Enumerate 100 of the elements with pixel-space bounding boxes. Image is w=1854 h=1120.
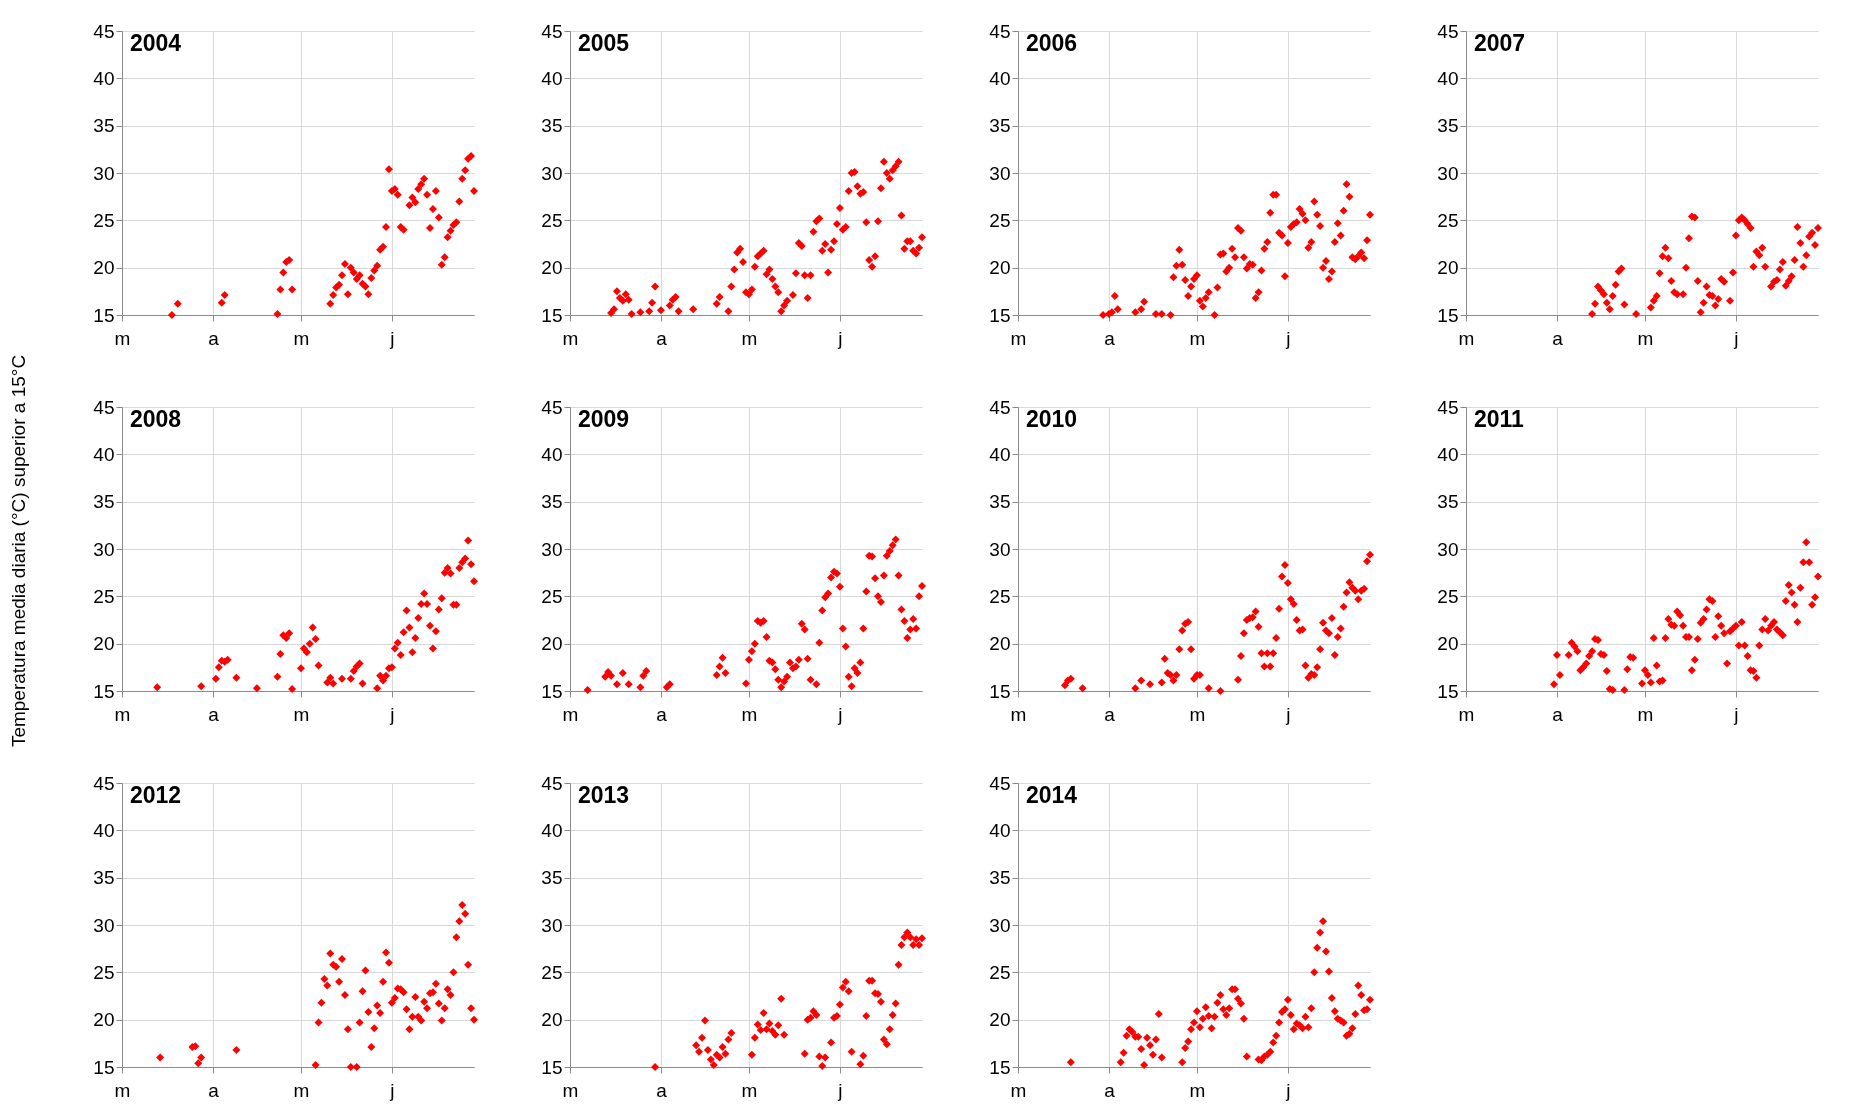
point bbox=[446, 991, 455, 1000]
y-tick-label: 15 bbox=[989, 1056, 1011, 1078]
point bbox=[373, 1001, 382, 1010]
chart-title: 2012 bbox=[130, 782, 182, 808]
x-tick-label: j bbox=[837, 703, 843, 725]
point bbox=[340, 259, 349, 268]
point bbox=[464, 960, 473, 969]
point bbox=[461, 166, 470, 175]
y-tick-label: 30 bbox=[989, 538, 1011, 560]
y-tick-label: 20 bbox=[93, 1009, 115, 1031]
y-tick-label: 35 bbox=[541, 491, 563, 513]
point bbox=[405, 1025, 414, 1034]
y-tick-label: 45 bbox=[93, 20, 115, 42]
y-tick-label: 15 bbox=[541, 1056, 563, 1078]
point bbox=[437, 260, 446, 269]
y-tick-label: 40 bbox=[93, 67, 115, 89]
point bbox=[470, 1015, 478, 1024]
point bbox=[458, 174, 467, 183]
y-tick-label: 25 bbox=[1437, 585, 1459, 607]
x-tick-label: m bbox=[562, 1079, 579, 1101]
point bbox=[420, 997, 429, 1006]
x-tick-label: a bbox=[1552, 703, 1564, 725]
y-tick-label: 30 bbox=[541, 538, 563, 560]
chart-title: 2011 bbox=[1474, 406, 1525, 432]
y-tick-label: 45 bbox=[989, 20, 1011, 42]
point bbox=[417, 180, 426, 189]
y-tick-label: 20 bbox=[1437, 633, 1459, 655]
x-tick-label: m bbox=[1189, 327, 1206, 349]
point bbox=[402, 1005, 411, 1014]
point bbox=[340, 991, 349, 1000]
x-tick-label: j bbox=[389, 1079, 395, 1101]
y-tick-label: 40 bbox=[1437, 67, 1459, 89]
point bbox=[335, 977, 344, 986]
point bbox=[329, 291, 338, 300]
y-tick-label: 30 bbox=[541, 162, 563, 184]
y-tick-label: 25 bbox=[93, 961, 115, 983]
x-tick-label: m bbox=[1637, 327, 1654, 349]
point bbox=[411, 198, 420, 207]
point bbox=[437, 1016, 446, 1025]
y-tick-label: 15 bbox=[93, 680, 115, 702]
point bbox=[314, 1018, 323, 1027]
point bbox=[173, 299, 182, 308]
point bbox=[408, 193, 417, 202]
x-tick-label: j bbox=[1285, 703, 1291, 725]
point bbox=[455, 917, 464, 926]
point bbox=[279, 268, 288, 277]
x-tick-label: m bbox=[1458, 327, 1475, 349]
y-tick-label: 40 bbox=[989, 819, 1011, 841]
x-tick-label: a bbox=[656, 327, 668, 349]
point bbox=[420, 174, 429, 183]
x-tick-label: m bbox=[741, 1079, 758, 1101]
point bbox=[455, 197, 464, 206]
y-tick-label: 15 bbox=[989, 680, 1011, 702]
x-tick-label: j bbox=[389, 327, 395, 349]
point bbox=[443, 233, 452, 242]
point bbox=[355, 271, 364, 280]
chart-title: 2006 bbox=[1026, 30, 1078, 56]
x-tick-label: a bbox=[1104, 327, 1116, 349]
y-tick-label: 40 bbox=[541, 819, 563, 841]
point bbox=[367, 1043, 376, 1052]
point bbox=[156, 1053, 165, 1062]
point bbox=[288, 285, 297, 294]
x-tick-label: a bbox=[1552, 327, 1564, 349]
y-tick-label: 35 bbox=[541, 867, 563, 889]
x-tick-label: m bbox=[293, 1079, 310, 1101]
y-tick-label: 30 bbox=[1437, 538, 1459, 560]
point bbox=[382, 222, 390, 231]
y-tick-label: 45 bbox=[93, 772, 115, 794]
point bbox=[217, 298, 226, 307]
x-tick-label: a bbox=[208, 327, 220, 349]
y-tick-label: 25 bbox=[541, 585, 563, 607]
y-tick-label: 20 bbox=[93, 257, 115, 279]
x-tick-label: j bbox=[1285, 327, 1291, 349]
y-tick-label: 20 bbox=[541, 1009, 563, 1031]
x-tick-label: m bbox=[114, 703, 131, 725]
chart-title: 2005 bbox=[578, 30, 630, 56]
y-tick-label: 40 bbox=[989, 443, 1011, 465]
point bbox=[326, 299, 335, 308]
x-tick-label: j bbox=[837, 327, 843, 349]
y-tick-label: 35 bbox=[989, 491, 1011, 513]
y-tick-label: 15 bbox=[989, 304, 1011, 326]
x-tick-label: m bbox=[1458, 703, 1475, 725]
point bbox=[379, 977, 388, 986]
y-tick-label: 30 bbox=[93, 914, 115, 936]
point bbox=[426, 223, 434, 232]
y-tick-label: 30 bbox=[93, 162, 115, 184]
x-tick-label: m bbox=[114, 327, 131, 349]
y-tick-label: 25 bbox=[989, 209, 1011, 231]
x-tick-label: m bbox=[1189, 1079, 1206, 1101]
point bbox=[361, 966, 370, 975]
point bbox=[194, 1059, 203, 1068]
x-tick-label: j bbox=[1733, 703, 1739, 725]
y-tick-label: 40 bbox=[93, 443, 115, 465]
point bbox=[232, 1045, 241, 1054]
point bbox=[434, 213, 443, 222]
x-tick-label: m bbox=[562, 703, 579, 725]
chart-title: 2007 bbox=[1474, 30, 1526, 56]
y-tick-label: 15 bbox=[1437, 680, 1459, 702]
chart-title: 2008 bbox=[130, 406, 182, 432]
point bbox=[367, 274, 376, 283]
